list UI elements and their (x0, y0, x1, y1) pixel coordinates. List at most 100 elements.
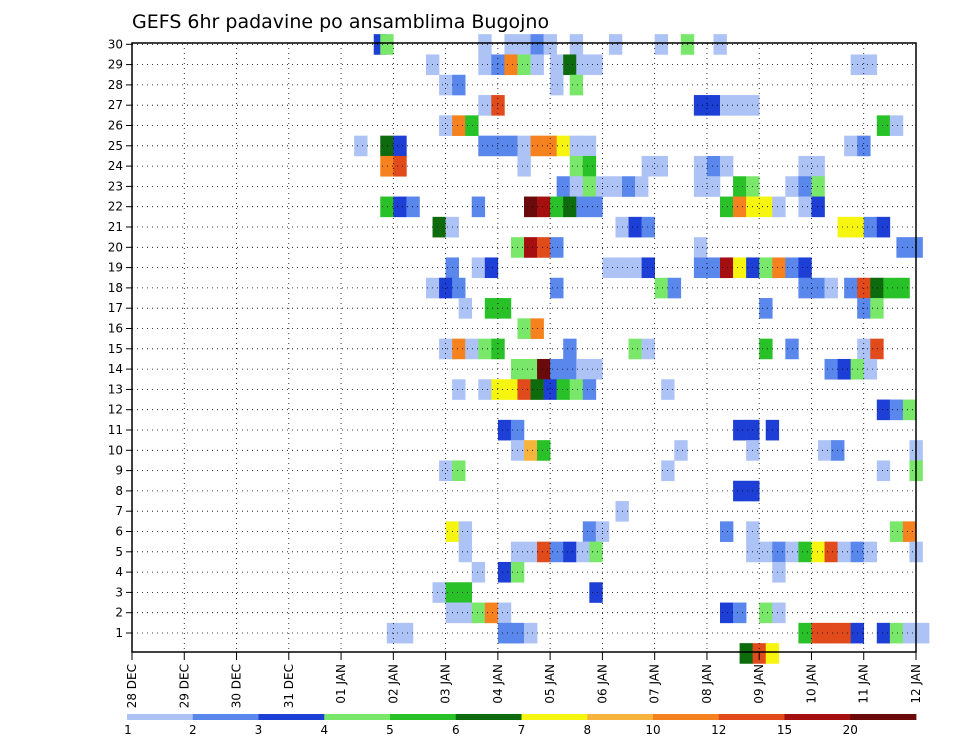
precip-cell-49 (556, 135, 571, 157)
precip-cell-148 (870, 298, 884, 319)
colorbar-label-9: 12 (711, 723, 726, 737)
precip-cell-263 (876, 622, 891, 644)
precip-cell-201 (439, 460, 453, 482)
y-tick-label-8: 8 (115, 484, 123, 498)
precip-cell-75 (733, 176, 747, 197)
precip-cell-170 (824, 358, 838, 380)
precip-cell-93 (759, 196, 773, 218)
precip-cell-157 (628, 338, 642, 360)
precip-cell-82 (406, 196, 420, 218)
precip-cell-122 (720, 257, 734, 279)
precip-cell-246 (471, 602, 486, 624)
precip-cell-132 (550, 277, 564, 299)
precip-cell-266 (916, 622, 930, 644)
precip-cell-101 (641, 216, 655, 238)
colorbar-label-4: 5 (386, 723, 394, 737)
precip-cell-254 (399, 622, 414, 644)
precip-cell-53 (857, 135, 871, 157)
x-tick-label-1: 29 DEC (177, 664, 191, 708)
precip-cell-below-axis-0 (739, 643, 753, 664)
colorbar-label-5: 6 (452, 723, 460, 737)
precip-cell-35 (439, 115, 453, 136)
precip-cell-1 (380, 34, 394, 55)
precip-cell-108 (537, 237, 551, 258)
precip-cell-135 (798, 277, 812, 299)
precip-cell-149 (517, 318, 531, 339)
precip-cell-190 (733, 419, 747, 441)
precip-cell-210 (458, 521, 473, 542)
precip-cell-156 (563, 338, 577, 360)
precip-cell-3 (504, 34, 518, 55)
precip-cell-116 (602, 257, 616, 279)
precip-cell-169 (589, 358, 603, 380)
precip-cell-68 (582, 176, 597, 197)
precip-cell-36 (452, 115, 466, 136)
precip-cell-183 (582, 379, 597, 400)
colorbar-swatch-0 (127, 714, 194, 720)
precip-cell-128 (798, 257, 812, 279)
precip-cell-4 (517, 34, 531, 55)
precip-cell-194 (524, 440, 538, 461)
precip-cell-105 (876, 216, 891, 238)
colorbar-swatch-11 (850, 714, 917, 720)
precip-cell-63 (720, 155, 734, 177)
precip-cell-204 (876, 460, 891, 482)
precip-cell-11 (713, 34, 727, 55)
precip-cell-211 (582, 521, 597, 542)
x-tick-label-15: 12 JAN (909, 664, 923, 704)
precip-cell-206 (733, 480, 747, 502)
precip-cell-177 (504, 379, 518, 400)
x-tick-label-12: 09 JAN (752, 664, 766, 704)
precip-cell-87 (563, 196, 577, 218)
precip-cell-166 (550, 358, 564, 380)
x-tick-label-14: 11 JAN (857, 664, 871, 704)
precip-cell-247 (484, 602, 499, 624)
precip-cell-171 (837, 358, 851, 380)
precip-cell-196 (674, 440, 688, 461)
precip-cell-81 (393, 196, 407, 218)
precip-cell-121 (706, 257, 721, 279)
plot-frame (131, 42, 917, 653)
precip-cell-119 (641, 257, 655, 279)
precip-cell-125 (759, 257, 773, 279)
precip-cell-186 (889, 399, 904, 421)
precip-cell-72 (635, 176, 649, 197)
y-tick-label-26: 26 (108, 119, 123, 133)
precip-cell-174 (452, 379, 466, 400)
colorbar-swatch-3 (324, 714, 391, 720)
y-tick-label-19: 19 (108, 261, 123, 275)
precip-cell-89 (589, 196, 603, 218)
y-tick-label-18: 18 (108, 281, 123, 295)
grid-layer (132, 43, 916, 652)
precip-cell-188 (497, 419, 512, 441)
precip-cell-185 (876, 399, 891, 421)
precip-cell-97 (432, 216, 446, 238)
precip-cell-111 (896, 237, 910, 258)
precip-cell-152 (452, 338, 466, 360)
precip-cell-74 (706, 176, 721, 197)
precip-cell-33 (733, 95, 747, 116)
precip-cell-7 (569, 34, 584, 55)
precip-cell-23 (863, 54, 878, 76)
precip-cell-134 (667, 277, 682, 299)
colorbar-swatch-2 (258, 714, 325, 720)
precip-cell-109 (550, 237, 564, 258)
precip-cell-78 (798, 176, 812, 197)
x-tick-label-7: 04 JAN (491, 664, 505, 704)
precip-cell-83 (471, 196, 486, 218)
colorbar-swatch-9 (718, 714, 785, 720)
precip-cell-251 (759, 602, 773, 624)
precip-cell-65 (811, 155, 825, 177)
y-tick-label-16: 16 (108, 322, 123, 336)
colorbar-swatch-7 (587, 714, 654, 720)
precip-cell-217 (458, 541, 473, 563)
precip-cell-216 (902, 521, 917, 542)
colorbar-label-11: 20 (843, 723, 858, 737)
precip-cell-133 (654, 277, 669, 299)
colorbar-swatch-6 (521, 714, 588, 720)
precip-cell-38 (876, 115, 891, 136)
precip-cell-26 (550, 74, 564, 96)
precip-cell-71 (622, 176, 636, 197)
precip-cell-56 (517, 155, 531, 177)
y-tick-label-21: 21 (108, 220, 123, 234)
